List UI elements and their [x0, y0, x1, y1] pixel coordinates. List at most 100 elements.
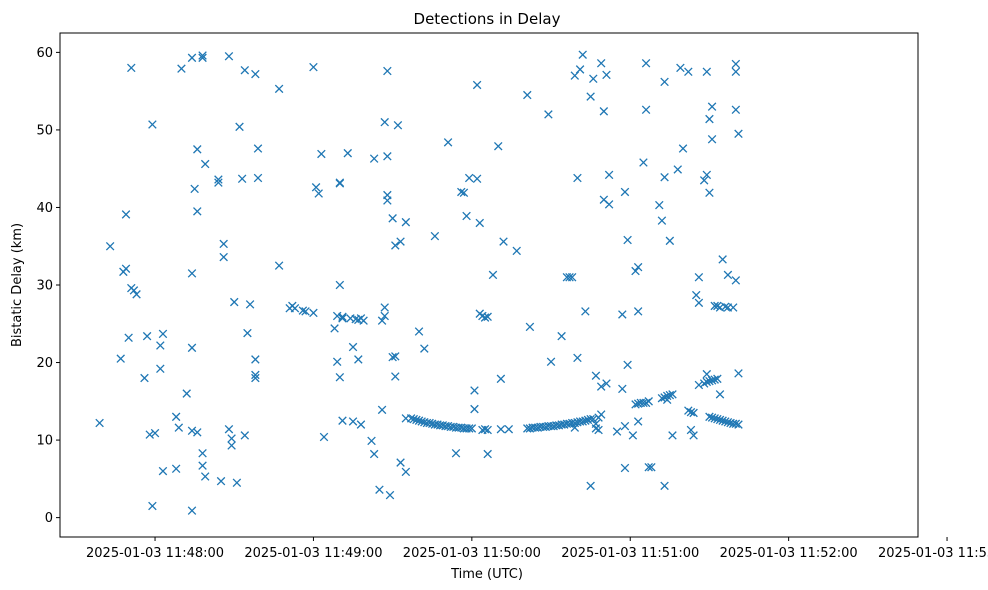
data-point — [430, 231, 440, 241]
data-point — [274, 261, 284, 270]
data-point — [464, 424, 474, 433]
data-point — [240, 65, 250, 75]
data-point — [459, 188, 469, 197]
x-tick-label: 2025-01-03 11:52:00 — [720, 546, 858, 561]
y-tick-label: 20 — [36, 356, 53, 371]
y-tick-label: 50 — [36, 123, 53, 138]
data-point — [240, 431, 250, 440]
data-point — [443, 138, 453, 147]
data-point — [380, 117, 389, 127]
data-point — [464, 173, 474, 183]
data-point — [565, 272, 574, 282]
data-point — [544, 110, 553, 119]
data-point — [158, 329, 168, 339]
data-point — [232, 478, 242, 487]
data-point — [200, 159, 210, 169]
data-point — [237, 174, 247, 184]
data-point — [596, 58, 606, 68]
data-markers — [95, 50, 743, 515]
data-point — [668, 431, 677, 440]
data-point — [380, 303, 389, 312]
data-point — [214, 175, 223, 184]
data-point — [309, 62, 318, 72]
data-point — [710, 301, 719, 311]
data-point — [335, 373, 345, 382]
data-point — [594, 425, 603, 435]
data-point — [684, 67, 693, 77]
data-point — [380, 311, 389, 321]
data-point — [673, 165, 683, 174]
data-point — [377, 405, 387, 415]
data-point — [723, 417, 733, 427]
data-point — [140, 373, 149, 383]
data-point — [631, 266, 640, 276]
data-point — [602, 70, 611, 80]
data-point — [734, 129, 743, 139]
data-point — [401, 467, 411, 477]
data-point — [227, 441, 236, 450]
data-point — [391, 241, 400, 250]
data-point — [483, 425, 492, 435]
data-point — [660, 77, 669, 87]
data-point — [623, 360, 632, 370]
data-point — [686, 407, 696, 417]
data-point — [557, 331, 566, 341]
data-point — [420, 344, 429, 353]
data-point — [702, 377, 712, 387]
data-point — [480, 424, 490, 434]
y-tick-label: 10 — [36, 434, 53, 449]
data-point — [523, 90, 532, 100]
data-point — [665, 390, 675, 400]
data-point — [731, 419, 741, 429]
data-point — [694, 298, 704, 308]
data-point — [414, 327, 424, 336]
data-point — [633, 417, 643, 426]
x-tick-label: 2025-01-03 11:49:00 — [244, 546, 382, 561]
data-point — [198, 448, 207, 458]
data-point — [224, 52, 234, 61]
data-point — [214, 178, 223, 187]
data-point — [657, 393, 667, 403]
data-point — [731, 276, 741, 285]
data-point — [472, 80, 482, 90]
data-point — [417, 417, 426, 426]
data-point — [383, 152, 392, 161]
data-point — [124, 333, 133, 342]
x-tick-label: 2025-01-03 11:48:00 — [86, 546, 224, 561]
data-point — [604, 200, 614, 209]
data-point — [369, 449, 379, 459]
chart-title: Detections in Delay — [414, 10, 561, 28]
data-point — [354, 355, 363, 364]
y-tick-label: 40 — [36, 201, 53, 216]
data-point — [604, 170, 614, 180]
data-point — [219, 252, 228, 262]
data-point — [406, 414, 416, 423]
data-point — [570, 418, 580, 428]
x-axis-ticks: 2025-01-03 11:48:00 2025-01-03 11:49:00 20… — [86, 537, 988, 561]
data-point — [639, 158, 648, 167]
data-point — [343, 148, 353, 158]
data-point — [156, 364, 165, 374]
data-point — [686, 425, 696, 435]
data-point — [396, 237, 405, 246]
data-point — [639, 398, 648, 408]
data-point — [414, 416, 424, 425]
data-point — [499, 237, 508, 246]
data-point — [689, 408, 698, 418]
data-point — [655, 200, 664, 210]
y-axis-title: Bistatic Delay (km) — [10, 223, 25, 347]
data-point — [496, 424, 506, 434]
data-point — [660, 172, 669, 182]
data-point — [301, 307, 310, 316]
data-point — [575, 65, 585, 74]
data-point — [319, 432, 329, 442]
data-point — [105, 241, 115, 251]
data-point — [589, 414, 598, 424]
data-point — [391, 372, 400, 381]
data-point — [581, 416, 590, 425]
x-tick-label: 2025-01-03 11:51:00 — [561, 546, 699, 561]
data-point — [182, 389, 191, 398]
data-point — [383, 66, 392, 76]
data-point — [253, 144, 263, 153]
